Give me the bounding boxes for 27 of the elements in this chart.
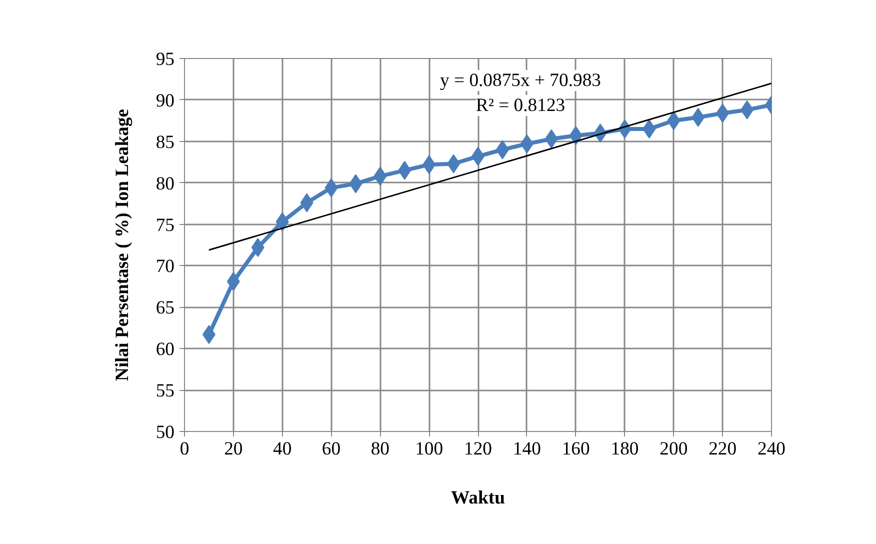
y-tick-label: 80 (156, 173, 174, 194)
x-tick-label: 120 (464, 438, 492, 460)
annotation: y = 0.0875x + 70.983 (440, 70, 601, 91)
x-tick-label: 40 (273, 438, 292, 460)
y-tick-label: 70 (156, 256, 174, 278)
x-tick-label: 220 (708, 438, 737, 460)
y-tick-label: 95 (156, 49, 174, 70)
x-tick-label: 0 (180, 438, 190, 460)
y-tick-label: 85 (156, 132, 174, 153)
x-tick-label: 80 (370, 438, 390, 460)
annotation: R² = 0.8123 (476, 95, 566, 116)
y-tick-label: 75 (156, 214, 174, 236)
y-tick-label: 50 (156, 422, 174, 443)
x-tick-label: 180 (610, 438, 639, 460)
x-tick-label: 100 (415, 438, 444, 460)
x-tick-label: 140 (512, 438, 541, 460)
y-tick-label: 55 (156, 380, 174, 402)
x-axis-title: Waktu (451, 488, 505, 508)
y-tick-label: 60 (156, 339, 174, 360)
x-tick-label: 20 (224, 438, 243, 460)
y-axis-title: Nilai Persentase ( %) Ion Leakage (112, 108, 133, 382)
x-tick-label: 240 (758, 438, 786, 460)
x-tick-label: 60 (322, 438, 341, 460)
x-tick-label: 200 (660, 438, 688, 460)
x-tick-label: 160 (562, 438, 590, 460)
y-tick-label: 65 (156, 298, 174, 319)
y-tick-label: 90 (156, 90, 174, 112)
